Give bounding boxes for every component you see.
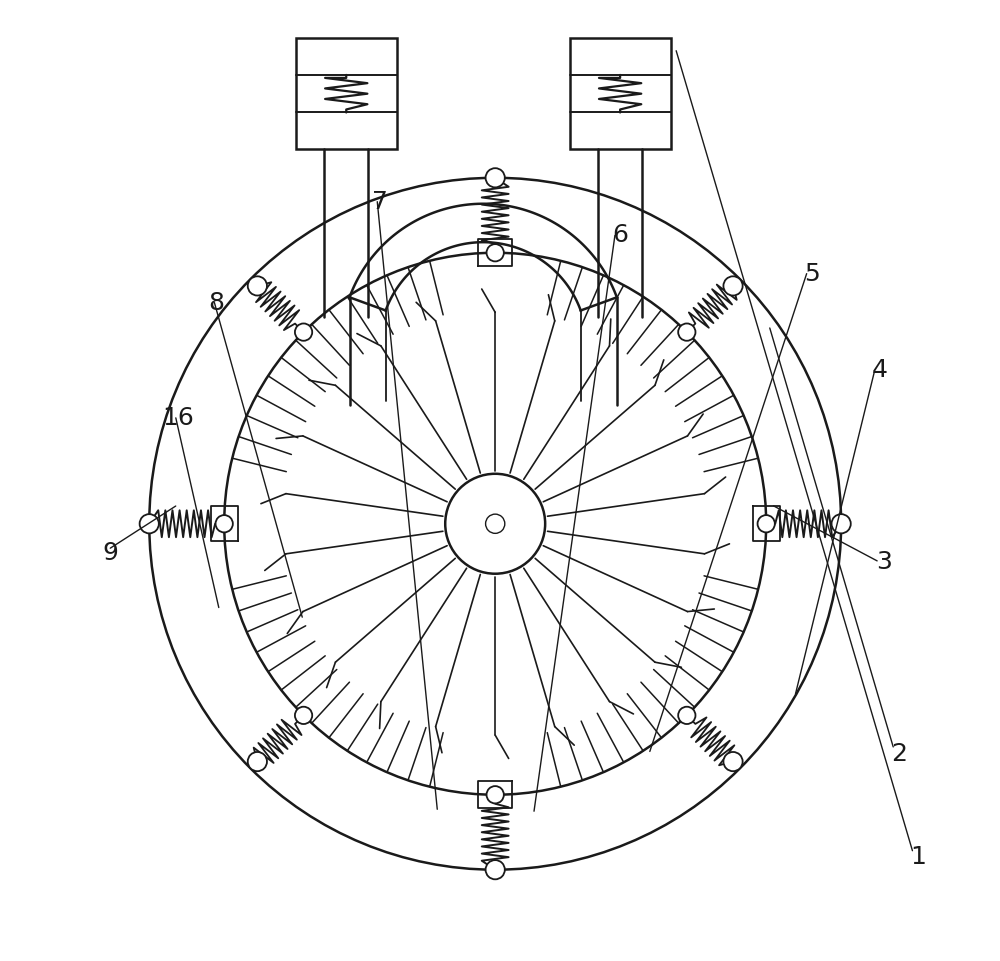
Circle shape (486, 168, 505, 187)
Text: 9: 9 (103, 541, 119, 564)
Circle shape (216, 515, 233, 532)
Circle shape (678, 706, 695, 724)
Circle shape (486, 514, 505, 533)
Text: 3: 3 (876, 551, 892, 574)
Circle shape (140, 514, 159, 533)
Text: 8: 8 (209, 291, 225, 314)
Bar (296, 38, 397, 149)
Text: 16: 16 (162, 407, 194, 430)
Text: 2: 2 (891, 743, 907, 766)
Circle shape (295, 706, 312, 724)
Text: 7: 7 (372, 190, 388, 213)
Circle shape (487, 786, 504, 803)
Text: 1: 1 (910, 846, 926, 869)
Circle shape (149, 178, 841, 870)
Circle shape (758, 515, 775, 532)
Circle shape (723, 277, 743, 296)
Circle shape (248, 752, 267, 771)
Text: 5: 5 (804, 262, 820, 285)
Bar (570, 38, 671, 149)
Circle shape (678, 324, 695, 341)
Circle shape (723, 752, 743, 771)
Circle shape (248, 277, 267, 296)
Text: 6: 6 (612, 224, 628, 247)
Circle shape (486, 860, 505, 879)
Text: 4: 4 (872, 358, 888, 382)
Circle shape (295, 324, 312, 341)
Circle shape (832, 514, 851, 533)
Circle shape (487, 244, 504, 261)
Circle shape (445, 474, 545, 574)
